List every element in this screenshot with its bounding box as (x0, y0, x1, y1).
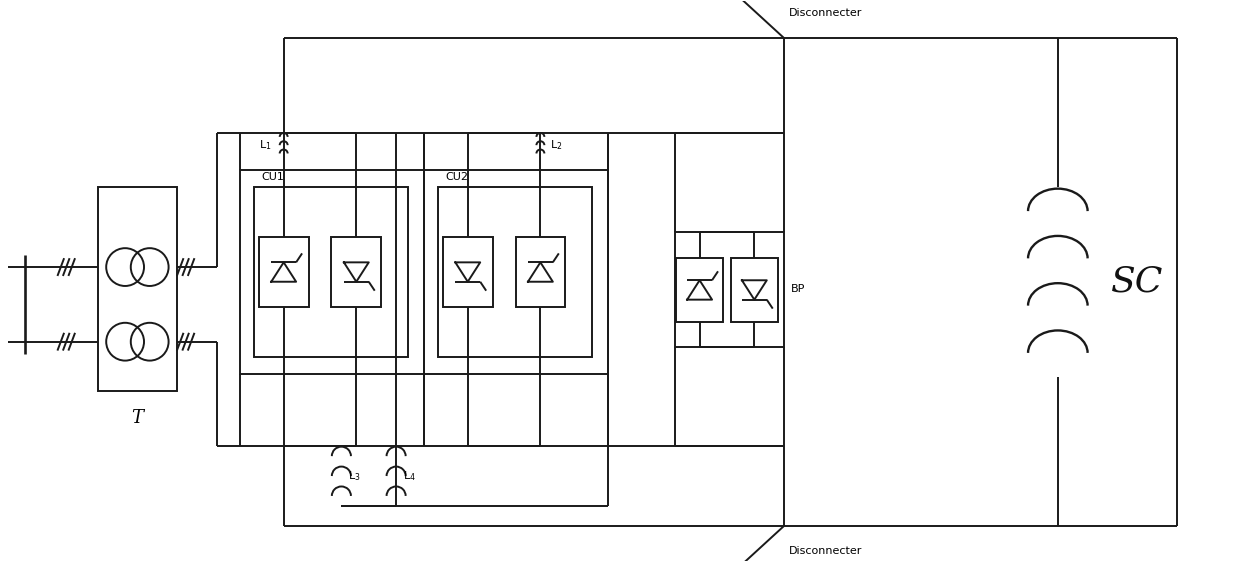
Text: L$_3$: L$_3$ (348, 469, 361, 483)
Text: L$_4$: L$_4$ (403, 469, 415, 483)
Bar (443, 237, 492, 307)
Bar (254, 188, 408, 357)
Bar (331, 237, 381, 307)
Text: L$_2$: L$_2$ (551, 138, 563, 152)
Text: T: T (131, 409, 144, 427)
Text: CU1: CU1 (262, 173, 285, 183)
Text: Disconnecter: Disconnecter (789, 8, 863, 19)
Text: BP: BP (791, 284, 806, 294)
Bar (730, 257, 777, 322)
Text: Disconnecter: Disconnecter (789, 546, 863, 556)
Text: SC: SC (1111, 265, 1163, 299)
Text: CU2: CU2 (446, 173, 469, 183)
Text: L$_1$: L$_1$ (259, 138, 272, 152)
Bar (438, 188, 593, 357)
Bar (676, 257, 723, 322)
Bar (239, 170, 424, 374)
Bar (516, 237, 565, 307)
Bar (259, 237, 309, 307)
Bar (424, 170, 608, 374)
Bar (98, 188, 177, 392)
Bar (675, 232, 784, 347)
